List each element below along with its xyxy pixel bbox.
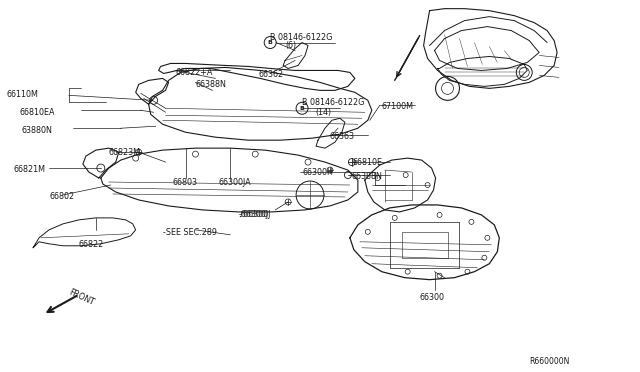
Text: 66823M: 66823M [109, 148, 141, 157]
Text: 66110M: 66110M [6, 90, 38, 99]
Text: 66300: 66300 [420, 293, 445, 302]
Text: (6): (6) [285, 41, 296, 49]
Text: R660000N: R660000N [529, 357, 570, 366]
Text: ♪66300J: ♪66300J [238, 210, 271, 219]
Text: B: B [300, 106, 305, 111]
Text: 66802: 66802 [49, 192, 74, 201]
Text: B: B [268, 40, 273, 45]
Text: 66363: 66363 [330, 132, 355, 141]
Text: 66388N: 66388N [352, 172, 383, 181]
Text: 66810EA: 66810EA [19, 108, 54, 117]
Text: 63880N: 63880N [21, 126, 52, 135]
Text: 66803: 66803 [173, 178, 198, 187]
Text: -66300J: -66300J [238, 210, 268, 219]
Text: 66300JA: 66300JA [218, 178, 251, 187]
Text: B 08146-6122G: B 08146-6122G [270, 33, 333, 42]
Text: 66388N: 66388N [195, 80, 227, 89]
Text: 67100M: 67100M [382, 102, 414, 111]
Text: -SEE SEC.289: -SEE SEC.289 [163, 228, 216, 237]
Text: 66822: 66822 [79, 240, 104, 249]
Text: (14): (14) [315, 108, 331, 117]
Text: FRONT: FRONT [67, 288, 95, 307]
Text: 66362: 66362 [258, 70, 284, 80]
Text: 66822+A: 66822+A [175, 68, 213, 77]
Text: B 08146-6122G: B 08146-6122G [302, 98, 364, 108]
Text: 66821M: 66821M [13, 165, 45, 174]
Text: 66810E: 66810E [353, 158, 383, 167]
Text: 66300H: 66300H [302, 168, 333, 177]
